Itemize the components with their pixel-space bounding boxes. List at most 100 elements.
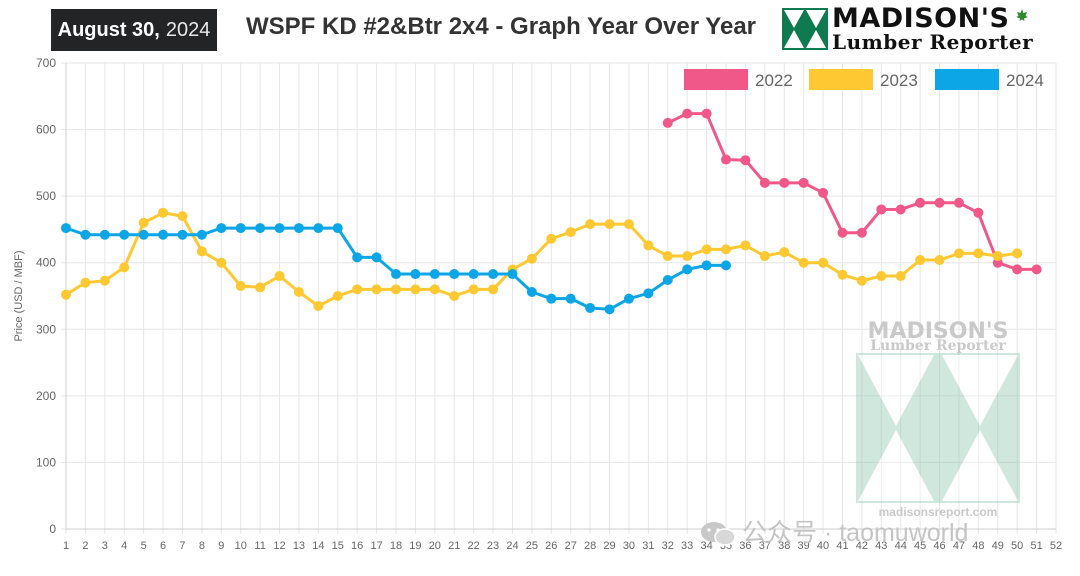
x-tick-label: 26 (545, 540, 557, 552)
madisons-triangle-logo-icon (782, 8, 828, 50)
data-point-2024 (352, 252, 363, 263)
data-point-2024 (293, 223, 304, 234)
x-tick-label: 21 (448, 540, 460, 552)
y-tick-label: 300 (36, 322, 56, 336)
x-tick-label: 7 (179, 540, 185, 552)
data-point-2022 (1012, 264, 1023, 275)
wechat-footer-watermark: 公众号 · taomuworld (700, 513, 968, 549)
data-point-2022 (934, 197, 945, 208)
data-point-2024 (255, 223, 266, 234)
data-point-2022 (837, 227, 848, 238)
y-tick-label: 0 (49, 522, 56, 536)
data-point-2022 (682, 108, 693, 119)
data-point-2024 (662, 275, 673, 286)
x-tick-label: 42 (856, 540, 868, 552)
data-point-2023 (196, 246, 207, 257)
x-tick-label: 5 (141, 540, 147, 552)
data-point-2023 (798, 257, 809, 268)
x-tick-label: 41 (836, 540, 848, 552)
x-tick-label: 22 (468, 540, 480, 552)
x-tick-label: 29 (603, 540, 615, 552)
data-point-2024 (119, 229, 130, 240)
series-line-2023 (65, 211, 1018, 308)
data-point-2023 (934, 255, 945, 266)
data-point-2024 (721, 260, 731, 271)
data-point-2022 (915, 197, 926, 208)
x-tick-label: 2 (82, 540, 88, 552)
axes: 1 2 3 4 5 6 7 8 9 10 11 12 13 14 15 16 17 18 19 20 21 22 23 24 2… (13, 56, 1062, 552)
x-tick-label: 32 (662, 540, 674, 552)
data-point-2023 (643, 240, 654, 251)
data-point-2023 (391, 284, 401, 295)
data-point-2023 (759, 251, 770, 262)
y-tick-label: 700 (36, 56, 56, 70)
data-point-2023 (158, 207, 169, 218)
data-point-2023 (410, 284, 421, 295)
x-tick-label: 15 (332, 540, 344, 552)
y-tick-label: 400 (36, 256, 56, 270)
data-point-2024 (216, 223, 227, 234)
x-tick-label: 50 (1011, 540, 1023, 552)
data-point-2024 (643, 288, 654, 299)
data-point-2022 (662, 117, 673, 128)
legend: 2022 2023 2024 (684, 69, 1044, 90)
x-tick-label: 12 (273, 540, 285, 552)
x-tick-label: 30 (623, 540, 635, 552)
data-point-2022 (721, 154, 731, 165)
x-tick-label: 45 (914, 540, 926, 552)
data-point-2023 (371, 284, 382, 295)
series (61, 108, 1042, 315)
wechat-footer-text: 公众号 · taomuworld (742, 519, 969, 547)
data-point-2022 (1031, 264, 1042, 275)
data-point-2024 (546, 293, 557, 304)
data-point-2023 (235, 281, 246, 292)
data-point-2023 (468, 284, 479, 295)
y-tick-label: 200 (36, 389, 56, 403)
data-point-2024 (371, 252, 382, 263)
legend-label-2022: 2022 (755, 71, 793, 90)
logo-name-line1: MADISON'S (832, 3, 1010, 34)
data-point-2023 (662, 251, 673, 262)
wechat-icon (701, 522, 736, 547)
data-point-2024 (410, 269, 421, 280)
data-point-2023 (119, 262, 130, 273)
watermark-name-line2: Lumber Reporter (870, 338, 1006, 354)
data-point-2022 (856, 227, 867, 238)
watermark-name-line1: MADISON'S (868, 319, 1009, 344)
data-point-2024 (99, 229, 110, 240)
data-point-2024 (701, 260, 712, 271)
data-point-2024 (565, 293, 576, 304)
data-point-2023 (721, 244, 731, 255)
data-point-2022 (798, 177, 809, 188)
x-tick-label: 37 (759, 540, 771, 552)
data-point-2024 (507, 269, 518, 280)
data-point-2023 (449, 291, 460, 301)
x-tick-label: 16 (351, 540, 363, 552)
data-point-2022 (953, 197, 964, 208)
data-point-2023 (138, 217, 149, 228)
x-tick-label: 8 (199, 540, 205, 552)
data-point-2023 (915, 255, 926, 266)
data-point-2023 (740, 240, 751, 251)
data-point-2024 (488, 269, 499, 280)
data-point-2023 (255, 282, 266, 293)
x-tick-label: 38 (778, 540, 790, 552)
data-point-2023 (1012, 248, 1023, 259)
data-point-2024 (391, 269, 401, 280)
data-point-2024 (80, 229, 91, 240)
data-point-2023 (895, 271, 906, 282)
data-point-2023 (80, 277, 91, 288)
x-tick-label: 27 (565, 540, 577, 552)
data-point-2023 (216, 257, 227, 268)
x-tick-label: 28 (584, 540, 596, 552)
x-tick-label: 47 (953, 540, 965, 552)
y-tick-label: 100 (36, 455, 56, 469)
data-point-2023 (953, 248, 964, 259)
data-point-2022 (759, 177, 770, 188)
x-tick-label: 20 (429, 540, 441, 552)
data-point-2022 (701, 108, 712, 119)
legend-swatch-2024 (935, 69, 999, 90)
legend-swatch-2023 (809, 69, 873, 90)
data-point-2023 (546, 233, 557, 244)
